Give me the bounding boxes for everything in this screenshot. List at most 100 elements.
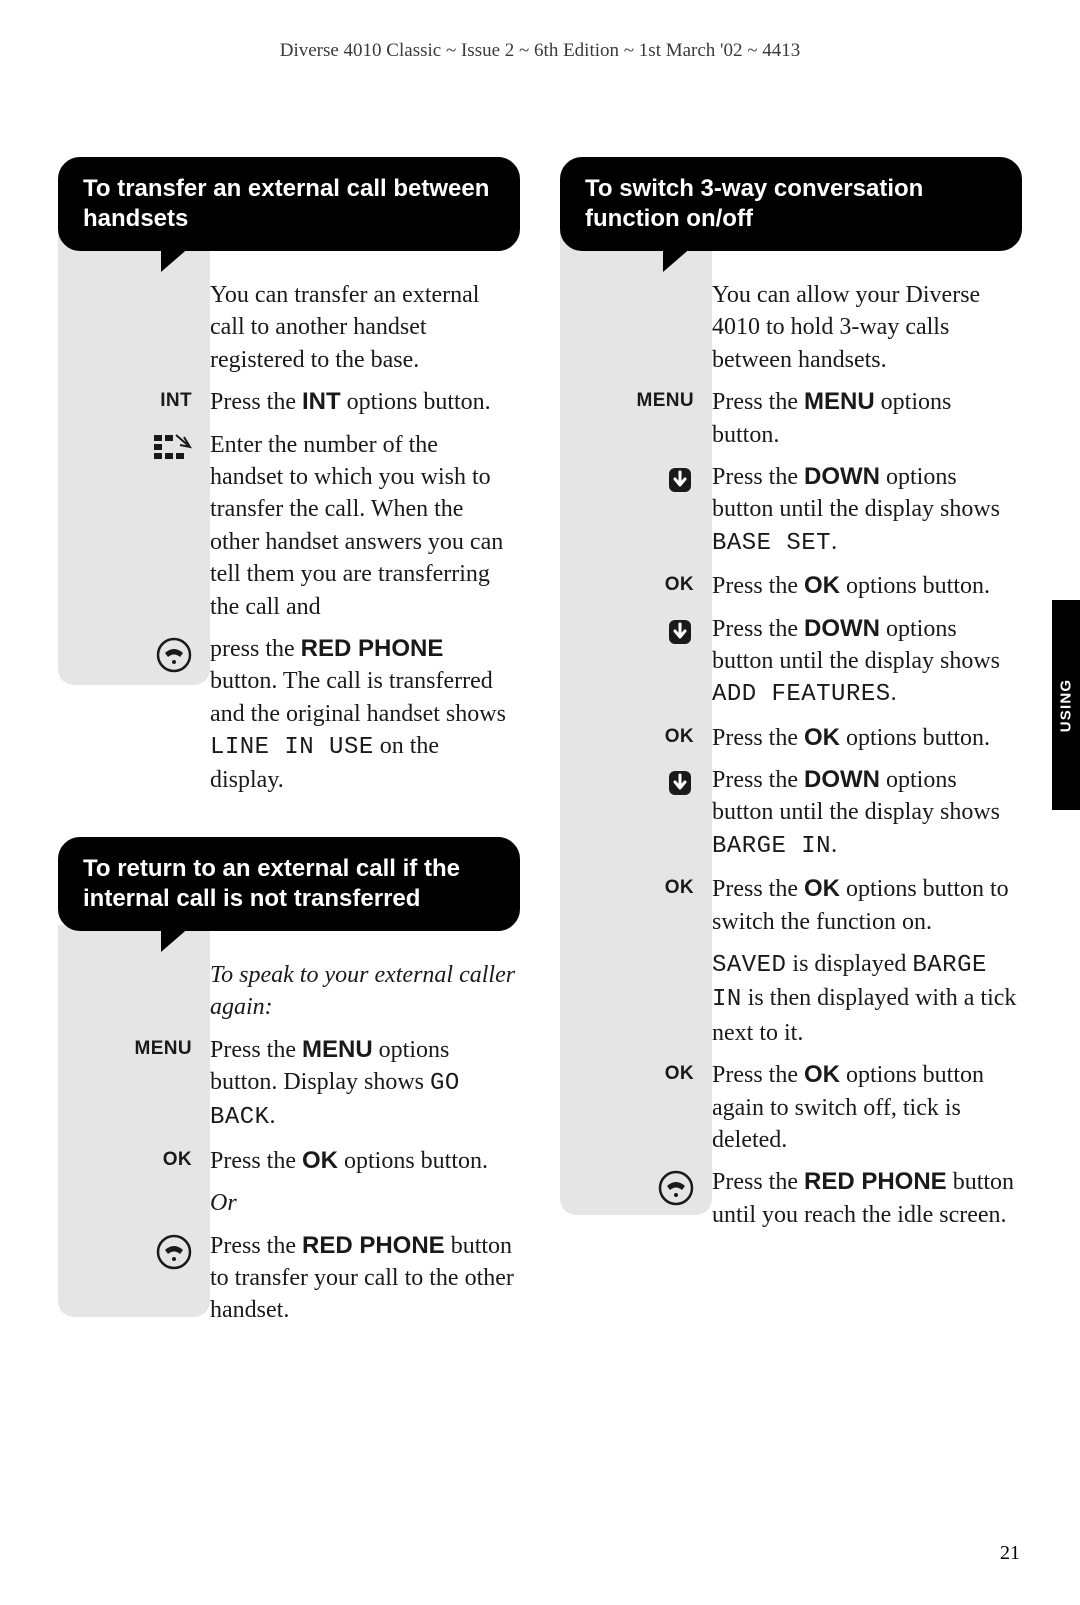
menu-label-icon: MENU	[637, 390, 694, 412]
instruction-text: Or	[210, 1187, 520, 1219]
icon-cell: INT	[58, 386, 210, 412]
icon-cell: MENU	[58, 1034, 210, 1060]
instruction-row: OK Press the OK options button.	[58, 1145, 520, 1177]
button-name: OK	[804, 1061, 840, 1088]
button-name: INT	[302, 388, 341, 415]
button-name: OK	[804, 724, 840, 751]
instruction-row: MENUPress the MENU options button.	[560, 386, 1022, 451]
icon-cell	[58, 959, 210, 963]
instruction-text: Press the OK options button again to swi…	[712, 1059, 1022, 1156]
instruction-row: OKPress the OK options button.	[560, 722, 1022, 754]
instruction-row: Enter the number of the handset to which…	[58, 429, 520, 623]
instruction-row: Press the RED PHONE button until you rea…	[560, 1166, 1022, 1231]
button-name: DOWN	[804, 463, 880, 490]
icon-cell	[560, 948, 712, 952]
instruction-text: press the RED PHONE button. The call is …	[210, 633, 520, 797]
down-arrow-icon	[666, 768, 694, 798]
icon-cell	[560, 279, 712, 283]
instruction-row: SAVED is displayed BARGE IN is then disp…	[560, 948, 1022, 1049]
menu-label-icon: MENU	[135, 1038, 192, 1060]
red-phone-icon	[156, 1234, 192, 1270]
button-name: RED PHONE	[804, 1168, 947, 1195]
icon-cell: OK	[560, 873, 712, 899]
instruction-text: Press the OK options button to switch th…	[712, 873, 1022, 938]
down-arrow-icon	[666, 617, 694, 647]
icon-cell: OK	[58, 1145, 210, 1171]
instruction-row: You can transfer an external call to ano…	[58, 279, 520, 376]
icon-cell	[560, 764, 712, 798]
instruction-text: Press the OK options button.	[210, 1145, 520, 1177]
icon-cell: OK	[560, 722, 712, 748]
section-transfer-call: To transfer an external call between han…	[58, 157, 520, 803]
instruction-text: Press the OK options button.	[712, 570, 1022, 602]
lcd-text: GO BACK	[210, 1070, 460, 1131]
lcd-text: ADD FEATURES	[712, 681, 891, 708]
instruction-text: Press the DOWN options button until the …	[712, 461, 1022, 560]
button-name: MENU	[804, 388, 875, 415]
instruction-text: Press the DOWN options button until the …	[712, 764, 1022, 863]
instruction-row: MENUPress the MENU options button. Displ…	[58, 1034, 520, 1135]
button-name: RED PHONE	[301, 635, 444, 662]
side-tab: USING	[1052, 600, 1080, 810]
instruction-text: SAVED is displayed BARGE IN is then disp…	[712, 948, 1022, 1049]
keypad-icon	[152, 433, 192, 465]
button-name: OK	[804, 572, 840, 599]
lcd-text: SAVED	[712, 952, 786, 979]
instruction-text: Press the INT options button.	[210, 386, 520, 418]
ok-label-icon: OK	[665, 877, 694, 899]
page-number: 21	[1000, 1542, 1020, 1565]
right-column: To switch 3-way conversation function on…	[560, 157, 1022, 1367]
instruction-text: Press the MENU options button.	[712, 386, 1022, 451]
content-area: To transfer an external call between han…	[0, 62, 1080, 1367]
instruction-row: Press the DOWN options button until the …	[560, 764, 1022, 863]
side-tab-label: USING	[1058, 678, 1075, 732]
icon-cell	[560, 1166, 712, 1206]
button-name: DOWN	[804, 615, 880, 642]
section-3way: To switch 3-way conversation function on…	[560, 157, 1022, 1237]
button-name: RED PHONE	[302, 1232, 445, 1259]
instruction-text: To speak to your external caller again:	[210, 959, 520, 1024]
lcd-text: BASE SET	[712, 530, 831, 557]
left-column: To transfer an external call between han…	[58, 157, 520, 1367]
icon-cell: MENU	[560, 386, 712, 412]
instruction-row: You can allow your Diverse 4010 to hold …	[560, 279, 1022, 376]
instruction-text: You can transfer an external call to ano…	[210, 279, 520, 376]
lcd-text: BARGE IN	[712, 833, 831, 860]
red-phone-icon	[658, 1170, 694, 1206]
icon-cell	[58, 1187, 210, 1191]
section-title: To switch 3-way conversation function on…	[560, 157, 1022, 251]
instruction-row: Press the DOWN options button until the …	[560, 613, 1022, 712]
instruction-row: Press the RED PHONE button to transfer y…	[58, 1230, 520, 1327]
instruction-text: Press the RED PHONE button to transfer y…	[210, 1230, 520, 1327]
button-name: OK	[804, 875, 840, 902]
button-name: MENU	[302, 1036, 373, 1063]
icon-cell	[58, 1230, 210, 1270]
instruction-text: You can allow your Diverse 4010 to hold …	[712, 279, 1022, 376]
instruction-text: Press the OK options button.	[712, 722, 1022, 754]
icon-cell	[58, 633, 210, 673]
ok-label-icon: OK	[665, 1063, 694, 1085]
icon-cell	[560, 613, 712, 647]
icon-cell	[58, 279, 210, 283]
instruction-row: press the RED PHONE button. The call is …	[58, 633, 520, 797]
icon-cell: OK	[560, 1059, 712, 1085]
red-phone-icon	[156, 637, 192, 673]
instruction-row: Press the DOWN options button until the …	[560, 461, 1022, 560]
instruction-text: Press the MENU options button. Display s…	[210, 1034, 520, 1135]
page-header: Diverse 4010 Classic ~ Issue 2 ~ 6th Edi…	[0, 0, 1080, 62]
instruction-text: Enter the number of the handset to which…	[210, 429, 520, 623]
instruction-row: INTPress the INT options button.	[58, 386, 520, 418]
ok-label-icon: OK	[163, 1149, 192, 1171]
int-label-icon: INT	[160, 390, 192, 412]
section-title: To transfer an external call between han…	[58, 157, 520, 251]
icon-cell	[560, 461, 712, 495]
instruction-row: Or	[58, 1187, 520, 1219]
ok-label-icon: OK	[665, 574, 694, 596]
section-return-call: To return to an external call if the int…	[58, 837, 520, 1333]
down-arrow-icon	[666, 465, 694, 495]
instruction-text: Press the RED PHONE button until you rea…	[712, 1166, 1022, 1231]
icon-cell: OK	[560, 570, 712, 596]
instruction-row: OKPress the OK options button to switch …	[560, 873, 1022, 938]
instruction-row: OKPress the OK options button again to s…	[560, 1059, 1022, 1156]
ok-label-icon: OK	[665, 726, 694, 748]
